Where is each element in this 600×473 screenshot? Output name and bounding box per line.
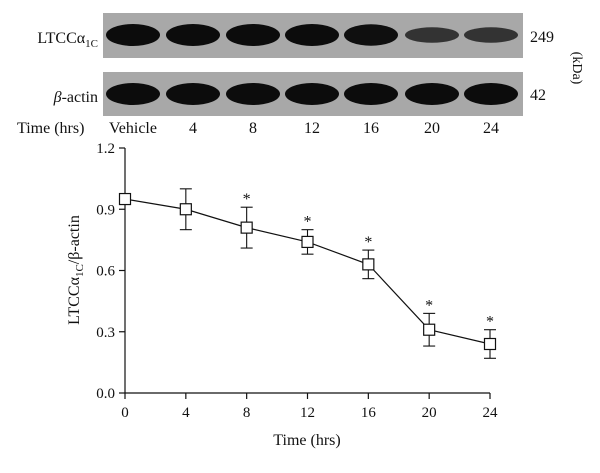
ltcc-band xyxy=(405,27,459,43)
actin-kda-label: 42 xyxy=(530,87,546,104)
data-point-marker xyxy=(118,192,132,206)
x-tick-label: 0 xyxy=(121,405,129,421)
y-tick-label: 0.3 xyxy=(96,325,115,341)
x-tick-label: 16 xyxy=(361,405,377,421)
significance-marker: * xyxy=(425,297,433,314)
actin-band xyxy=(166,83,220,105)
lane-label: 20 xyxy=(424,120,440,137)
y-tick-label: 1.2 xyxy=(96,141,115,157)
x-tick-label: 4 xyxy=(182,405,190,421)
actin-protein-label: β-actin xyxy=(53,89,98,106)
blot-time-label: Time (hrs) xyxy=(17,120,84,137)
significance-marker: * xyxy=(243,191,251,208)
actin-band xyxy=(405,83,459,105)
ltcc-band xyxy=(166,24,220,46)
actin-band xyxy=(464,83,518,105)
significance-marker: * xyxy=(486,314,494,331)
ltcc-kda-label: 249 xyxy=(530,29,554,46)
x-tick-label: 12 xyxy=(300,405,315,421)
actin-band xyxy=(226,83,280,105)
ltcc-band xyxy=(285,24,339,46)
ltcc-protein-label: LTCCα1C xyxy=(37,30,98,50)
ltcc-band xyxy=(344,24,398,46)
lane-label: 4 xyxy=(189,120,197,137)
ltcc-band xyxy=(106,24,160,46)
y-tick-label: 0.0 xyxy=(96,386,115,402)
x-tick-label: 20 xyxy=(422,405,437,421)
lane-label: 8 xyxy=(249,120,257,137)
actin-band xyxy=(106,83,160,105)
line-chart: 0.0 0.3 0.6 0.9 1.2 0 4 8 12 16 20 24 * * * * * Time (… xyxy=(66,141,498,449)
x-axis-label: Time (hrs) xyxy=(273,432,340,449)
data-point-marker xyxy=(301,235,314,249)
data-point-marker xyxy=(362,258,375,271)
actin-band xyxy=(285,83,339,105)
lane-label: 24 xyxy=(483,120,499,137)
lane-label: Vehicle xyxy=(109,120,157,137)
y-tick-label: 0.6 xyxy=(96,264,115,280)
data-point-marker xyxy=(179,203,192,216)
significance-marker: * xyxy=(364,234,372,251)
kda-unit-label: (kDa) xyxy=(569,52,584,85)
western-blot: LTCCα1C β-actin 249 42 (kDa) Time (hrs) … xyxy=(17,13,584,137)
y-axis-label: LTCCα1C/β-actin xyxy=(66,215,86,325)
ltcc-band xyxy=(226,24,280,46)
x-tick-label: 8 xyxy=(243,405,251,421)
data-point-marker xyxy=(423,323,436,336)
x-tick-label: 24 xyxy=(483,405,499,421)
data-point-marker xyxy=(240,221,253,234)
y-tick-label: 0.9 xyxy=(96,202,115,218)
data-point-marker xyxy=(483,337,497,351)
actin-band xyxy=(344,83,398,105)
ltcc-band xyxy=(464,27,518,43)
significance-marker: * xyxy=(304,214,312,231)
lane-label: 12 xyxy=(304,120,320,137)
lane-label: 16 xyxy=(363,120,379,137)
